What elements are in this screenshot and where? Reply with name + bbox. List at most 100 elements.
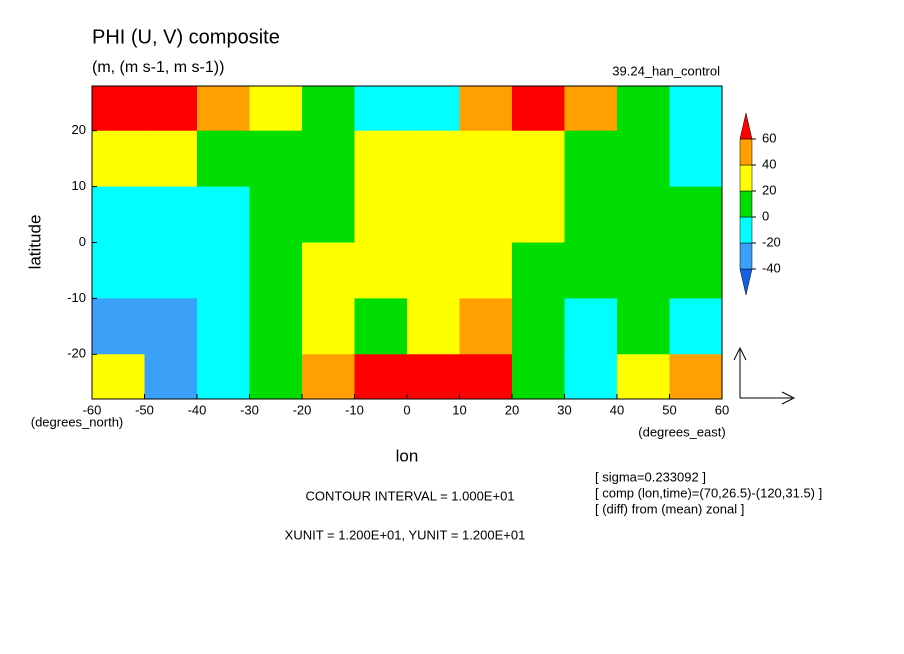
y-tick-label: -10 [67,290,86,305]
x-tick-label: -30 [240,402,259,417]
x-tick-label: -20 [293,402,312,417]
contour-cell [354,354,408,399]
colorbar-swatch [739,164,753,192]
contour-cell [197,298,250,355]
contour-cell [459,130,513,188]
contour-cell [354,86,408,132]
contour-cell [354,242,408,299]
contour-cell [512,130,565,188]
contour-cell [669,242,722,299]
colorbar-label: 40 [762,156,776,171]
contour-cell [669,298,722,355]
contour-cell [249,242,303,299]
contour-cell [144,298,198,355]
x-tick-label: 40 [610,402,624,417]
contour-cell [512,242,565,299]
contour-cell [197,130,250,188]
y-tick-label: 20 [72,122,86,137]
contour-cell [407,298,460,355]
colorbar-label: -40 [762,260,781,275]
y-units: (degrees_north) [31,414,124,429]
contour-cell [144,130,198,188]
contour-cell [512,86,565,132]
contour-cell [564,130,618,188]
x-tick-label: -50 [135,402,154,417]
contour-cell [564,186,618,243]
contour-cell [302,130,355,188]
x-axis-label: lon [396,446,419,465]
contour-cell [407,186,460,243]
note: [ sigma=0.233092 ] [595,469,706,484]
contour-cell [564,242,618,299]
y-tick-label: 10 [72,178,86,193]
run-label: 39.24_han_control [612,63,720,78]
contour-interval: CONTOUR INTERVAL = 1.000E+01 [305,488,514,503]
colorbar-swatch [739,190,753,218]
contour-cell [249,130,303,188]
chart-title: PHI (U, V) composite [92,26,280,48]
contour-cell [407,354,460,399]
contour-cell [302,354,355,399]
contour-cell [459,354,513,399]
contour-cell [617,242,670,299]
contour-cell [564,86,618,132]
contour-cell [92,86,145,132]
contour-cell [512,298,565,355]
contour-cell [669,130,722,188]
contour-cell [564,354,618,399]
contour-cell [354,298,408,355]
contour-cell [144,354,198,399]
units-note: XUNIT = 1.200E+01, YUNIT = 1.200E+01 [285,527,526,542]
contour-cell [459,242,513,299]
contour-cell [669,354,722,399]
contour-cell [617,86,670,132]
ref-arrow-u [740,391,796,405]
contour-cell [302,242,355,299]
contour-cell [144,86,198,132]
y-tick-label: 0 [79,234,86,249]
colorbar-label: 20 [762,182,776,197]
contour-cell [617,298,670,355]
contour-cell [459,186,513,243]
contour-cell [407,86,460,132]
ref-arrow-v [733,346,747,398]
x-tick-label: 60 [715,402,729,417]
contour-cell [197,86,250,132]
contour-cell [92,354,145,399]
y-tick-label: -20 [67,346,86,361]
contour-cell [92,242,145,299]
contour-cell [512,186,565,243]
colorbar-label: -20 [762,234,781,249]
reference-vector [733,346,796,405]
x-tick-label: -40 [188,402,207,417]
contour-cell [144,242,198,299]
contour-cell [144,186,198,243]
contour-cell [407,242,460,299]
note: [ (diff) from (mean) zonal ] [595,501,744,516]
contour-cell [354,186,408,243]
colorbar-swatch [739,112,753,140]
contour-cell [617,186,670,243]
contour-cell [302,298,355,355]
contour-cell [197,354,250,399]
colorbar-label: 60 [762,130,776,145]
colorbar-swatch [739,216,753,244]
y-axis-label: latitude [25,215,44,270]
contour-cell [197,186,250,243]
contour-cell [249,186,303,243]
colorbar-swatch [739,242,753,270]
contour-cell [407,130,460,188]
contour-cell [249,354,303,399]
contour-cell [564,298,618,355]
contour-cell [249,298,303,355]
x-tick-label: 30 [557,402,571,417]
contour-cell [617,130,670,188]
note: [ comp (lon,time)=(70,26.5)-(120,31.5) ] [595,485,822,500]
contour-cell [92,130,145,188]
contour-field [92,86,722,399]
contour-cell [617,354,670,399]
contour-cell [302,186,355,243]
x-tick-label: 10 [452,402,466,417]
contour-cell [249,86,303,132]
